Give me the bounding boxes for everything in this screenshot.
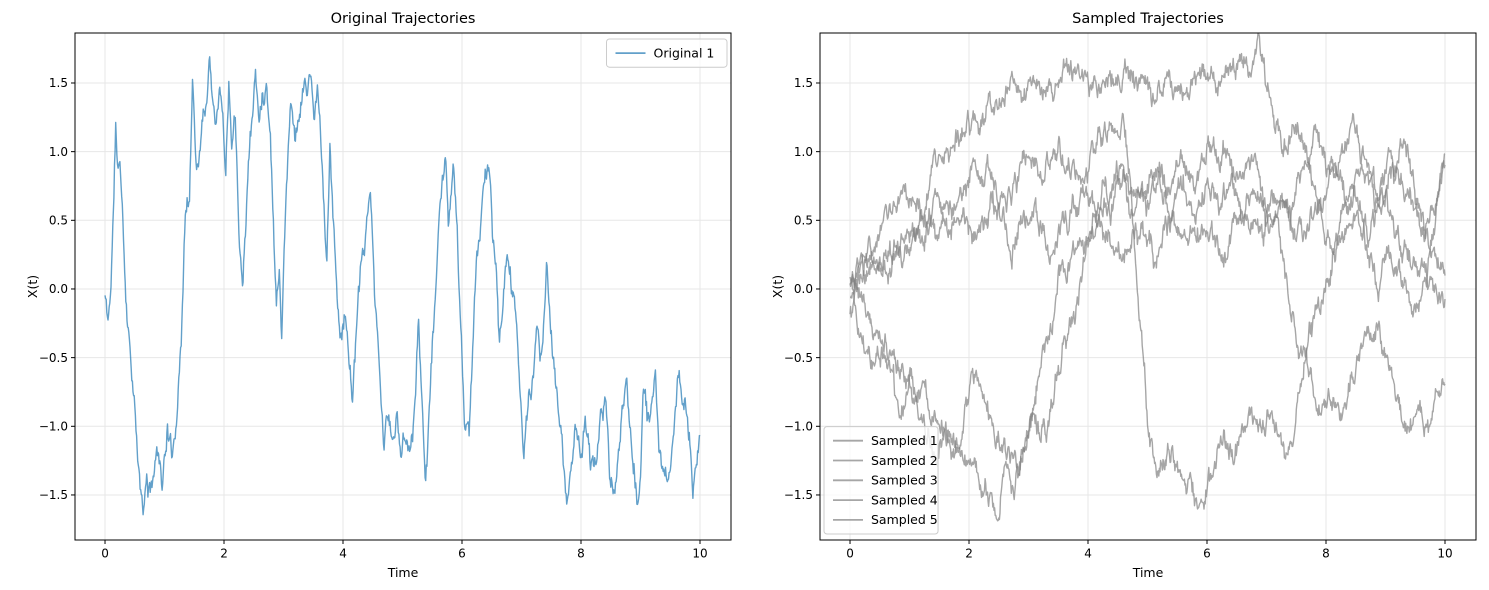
x-tick-label: 0 [101,547,109,561]
legend-label: Sampled 3 [871,473,938,488]
y-tick-label: 1.0 [49,145,68,159]
y-tick-label: −0.5 [784,351,813,365]
legend: Sampled 1 Sampled 2 Sampled 3 Sampled 4 Samp… [823,426,939,535]
y-axis-label: X(t) [25,275,40,298]
original-trajectories-plot: 0 2 4 6 8 10 −1.5 −1.0 −0.5 0.0 0.5 1.0 1.5 Time X(t) O… [25,11,732,580]
legend-box [823,426,939,535]
legend-label: Sampled 5 [871,512,938,527]
y-tick-label: −1.5 [39,488,68,502]
series-sampled-1 [849,33,1446,287]
x-tick-label: 0 [846,547,854,561]
y-tick-label: 0.5 [49,214,68,228]
y-tick-label: 1.5 [794,76,813,90]
x-tick-label: 4 [339,547,347,561]
legend-label: Original 1 [654,45,715,60]
legend: Original 1 [606,38,728,68]
legend-label: Sampled 2 [871,453,938,468]
y-tick-label: −1.0 [39,419,68,433]
y-tick-label: −1.0 [784,419,813,433]
y-tick-label: 1.5 [49,76,68,90]
y-tick-label: 1.0 [794,145,813,159]
y-axis-label: X(t) [770,275,785,298]
plot-title: Original Trajectories [331,11,476,27]
x-tick-label: 6 [458,547,466,561]
axes-frame [819,32,1477,541]
legend-box [606,38,728,68]
series-sampled-4 [849,112,1446,522]
x-tick-label: 2 [220,547,228,561]
x-tick-label: 8 [577,547,585,561]
x-tick-label: 6 [1203,547,1211,561]
legend-label: Sampled 4 [871,492,938,507]
axes-frame [74,32,732,541]
x-axis-label: Time [1132,565,1164,580]
series-original-1 [104,56,701,516]
legend-label: Sampled 1 [871,433,938,448]
grid-lines [75,33,731,540]
x-axis-label: Time [387,565,419,580]
x-tick-label: 10 [692,547,707,561]
y-tick-label: 0.5 [794,214,813,228]
y-tick-label: −0.5 [39,351,68,365]
x-tick-label: 4 [1084,547,1092,561]
series-sampled-3 [849,135,1446,479]
y-tick-label: 0.0 [49,282,68,296]
ticks: 0 2 4 6 8 10 −1.5 −1.0 −0.5 0.0 0.5 1.0 1.5 [784,76,1453,560]
x-tick-label: 10 [1437,547,1452,561]
series-sampled-2 [849,112,1446,510]
x-tick-label: 2 [965,547,973,561]
y-tick-label: −1.5 [784,488,813,502]
series-group [849,33,1446,522]
plot-title: Sampled Trajectories [1072,11,1224,27]
y-tick-label: 0.0 [794,282,813,296]
x-tick-label: 8 [1322,547,1330,561]
ticks: 0 2 4 6 8 10 −1.5 −1.0 −0.5 0.0 0.5 1.0 1.5 [39,76,708,560]
sampled-trajectories-plot: 0 2 4 6 8 10 −1.5 −1.0 −0.5 0.0 0.5 1.0 1.5 Time X(t) S… [770,11,1477,580]
series-sampled-5 [849,184,1446,318]
series-group [104,56,701,516]
